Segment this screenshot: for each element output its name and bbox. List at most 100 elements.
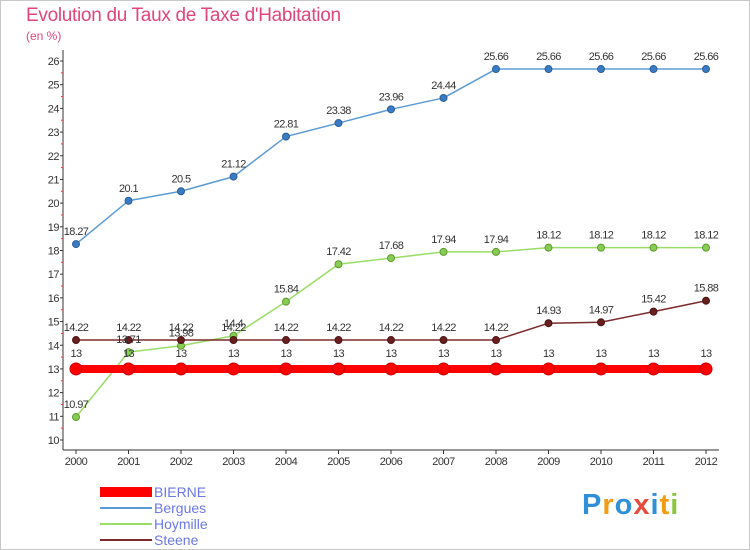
- data-label-hoymille: 17.68: [379, 240, 404, 252]
- data-label-bierne: 13: [595, 348, 607, 360]
- legend-label-bergues: Bergues: [154, 500, 207, 516]
- data-point-bierne: [699, 362, 713, 376]
- data-point-bierne: [174, 362, 188, 376]
- x-tick-label: 2012: [695, 456, 718, 468]
- y-tick-label: 21: [48, 174, 60, 186]
- data-label-hoymille: 18.12: [694, 230, 719, 242]
- data-label-steene: 14.22: [221, 322, 246, 334]
- y-tick-label: 23: [48, 127, 60, 139]
- data-label-hoymille: 18.12: [589, 230, 614, 242]
- data-label-bierne: 13: [438, 348, 450, 360]
- data-point-bierne: [279, 362, 293, 376]
- data-point-bergues: [439, 93, 448, 102]
- data-point-hoymille: [387, 254, 395, 263]
- data-label-bierne: 13: [543, 348, 555, 360]
- x-tick-label: 2005: [327, 456, 350, 468]
- data-label-bierne: 13: [123, 348, 135, 360]
- legend-label-bierne: BIERNE: [154, 484, 207, 500]
- logo-letter: t: [659, 489, 671, 521]
- proxiti-logo: Proxiti: [582, 489, 679, 522]
- data-label-bergues: 25.66: [484, 51, 509, 63]
- y-tick-label: 11: [49, 411, 60, 423]
- x-tick-label: 2009: [537, 456, 560, 468]
- x-tick-label: 2007: [432, 456, 455, 468]
- data-label-hoymille: 18.12: [536, 230, 561, 242]
- data-point-steene: [387, 336, 395, 345]
- data-point-steene: [439, 336, 448, 345]
- y-tick-label: 20: [48, 198, 60, 210]
- data-label-hoymille: 13.71: [116, 334, 141, 346]
- data-point-steene: [544, 319, 553, 328]
- data-label-bierne: 13: [333, 348, 345, 360]
- data-point-hoymille: [492, 247, 500, 256]
- legend-label-steene: Steene: [154, 532, 199, 548]
- data-point-steene: [492, 336, 500, 345]
- data-label-steene: 14.93: [536, 305, 561, 317]
- data-label-steene: 14.22: [326, 322, 351, 334]
- data-point-steene: [649, 307, 658, 316]
- data-point-bergues: [282, 132, 290, 141]
- data-point-bergues: [334, 119, 343, 128]
- data-label-bergues: 25.66: [589, 51, 614, 63]
- data-point-bierne: [594, 362, 608, 376]
- data-label-hoymille: 17.42: [326, 246, 351, 258]
- legend-swatch-hoymille: [100, 523, 152, 525]
- unit-label: (en %): [26, 29, 62, 43]
- logo-letter: x: [633, 489, 651, 521]
- data-label-bergues: 23.96: [379, 91, 404, 103]
- data-point-steene: [702, 296, 710, 305]
- x-tick-label: 2000: [65, 456, 88, 468]
- logo-letter: o: [614, 489, 634, 521]
- chart-title: Evolution du Taux de Taxe d'Habitation: [26, 5, 341, 26]
- data-point-bierne: [437, 362, 450, 376]
- y-tick-label: 13: [48, 364, 60, 376]
- data-point-hoymille: [702, 243, 710, 252]
- logo-letter: r: [602, 489, 615, 521]
- y-tick-label: 16: [48, 293, 60, 305]
- data-point-hoymille: [282, 297, 290, 306]
- data-point-steene: [282, 336, 290, 345]
- logo-letter: i: [670, 489, 680, 521]
- data-label-steene: 14.22: [116, 322, 141, 334]
- data-label-hoymille: 17.94: [431, 234, 456, 246]
- data-point-steene: [597, 318, 605, 327]
- data-point-steene: [229, 336, 238, 345]
- data-point-bierne: [69, 362, 83, 376]
- data-label-bierne: 13: [175, 348, 187, 360]
- data-label-bergues: 25.66: [536, 51, 561, 63]
- data-point-bierne: [122, 362, 135, 376]
- y-tick-label: 26: [48, 56, 60, 68]
- x-tick-label: 2001: [117, 456, 140, 468]
- data-label-steene: 14.97: [589, 304, 614, 316]
- data-point-bergues: [72, 240, 80, 249]
- x-tick-label: 2010: [590, 456, 613, 468]
- data-label-bierne: 13: [700, 348, 712, 360]
- data-point-hoymille: [649, 243, 658, 252]
- data-label-bergues: 24.44: [431, 80, 456, 92]
- data-point-bergues: [597, 65, 605, 74]
- data-point-bierne: [542, 362, 555, 376]
- y-tick-label: 15: [48, 317, 60, 329]
- logo-letter: P: [582, 489, 603, 521]
- data-label-bierne: 13: [385, 348, 397, 360]
- data-point-bergues: [177, 187, 185, 196]
- data-point-bergues: [229, 172, 238, 181]
- x-tick-label: 2004: [275, 456, 298, 468]
- data-point-bierne: [489, 362, 503, 376]
- data-label-bergues: 25.66: [641, 51, 666, 63]
- data-point-hoymille: [439, 247, 448, 256]
- data-label-hoymille: 15.84: [274, 284, 299, 296]
- legend-swatch-bierne: [100, 487, 152, 497]
- data-point-bierne: [227, 362, 240, 376]
- data-label-bergues: 23.38: [326, 105, 351, 117]
- y-tick-label: 17: [48, 269, 60, 281]
- data-point-steene: [177, 336, 185, 345]
- data-point-bergues: [387, 105, 395, 114]
- y-tick-label: 24: [48, 103, 60, 115]
- data-label-hoymille: 13.98: [169, 328, 194, 340]
- x-tick-label: 2002: [170, 456, 193, 468]
- data-label-bergues: 18.27: [64, 226, 89, 238]
- data-label-hoymille: 14.4: [224, 318, 243, 330]
